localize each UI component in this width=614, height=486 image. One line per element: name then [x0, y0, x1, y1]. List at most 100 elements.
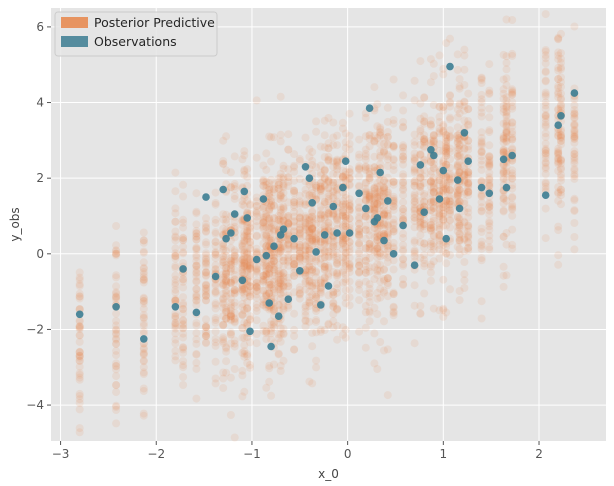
posterior-predictive-point: [274, 330, 283, 339]
observation-point: [329, 202, 338, 211]
posterior-predictive-point: [279, 204, 288, 213]
posterior-predictive-point: [219, 270, 228, 279]
posterior-predictive-point: [171, 263, 180, 272]
posterior-predictive-point: [265, 189, 274, 198]
posterior-predictive-point: [295, 156, 304, 165]
posterior-predictive-point: [455, 296, 464, 305]
observation-point: [339, 183, 347, 192]
posterior-predictive-point: [219, 246, 228, 255]
posterior-predictive-point: [284, 177, 293, 186]
posterior-predictive-point: [279, 202, 288, 211]
observation-point: [267, 342, 275, 351]
posterior-predictive-point: [301, 301, 310, 310]
posterior-predictive-point: [192, 329, 201, 338]
posterior-predictive-point: [290, 186, 299, 195]
posterior-predictive-point: [312, 117, 321, 126]
posterior-predictive-point: [243, 223, 252, 232]
posterior-predictive-point: [179, 361, 188, 370]
posterior-predictive-point: [265, 179, 274, 188]
posterior-predictive-point: [308, 265, 317, 274]
posterior-predictive-point: [75, 405, 84, 414]
posterior-predictive-point: [308, 254, 317, 263]
posterior-predictive-point: [508, 225, 517, 234]
posterior-predictive-point: [202, 315, 210, 324]
posterior-predictive-point: [301, 316, 310, 325]
posterior-predictive-point: [238, 265, 247, 274]
posterior-predictive-point: [308, 241, 317, 250]
posterior-predictive-point: [541, 178, 550, 187]
posterior-predictive-point: [230, 318, 239, 327]
posterior-predictive-point: [301, 255, 310, 264]
posterior-predictive-point: [179, 259, 188, 267]
posterior-predictive-point: [75, 352, 84, 360]
posterior-predictive-point: [276, 130, 285, 139]
posterior-predictive-point: [243, 165, 252, 174]
posterior-predictive-point: [541, 132, 550, 141]
observation-point: [230, 210, 239, 218]
observation-point: [259, 195, 268, 203]
posterior-predictive-point: [389, 161, 398, 170]
posterior-predictive-point: [259, 219, 268, 228]
observation-point: [246, 327, 254, 336]
posterior-predictive-point: [477, 198, 486, 207]
posterior-predictive-point: [265, 283, 274, 292]
posterior-predictive-point: [295, 256, 304, 265]
posterior-predictive-point: [240, 334, 249, 342]
posterior-predictive-point: [295, 289, 304, 298]
posterior-predictive-point: [252, 197, 261, 206]
posterior-predictive-point: [295, 253, 304, 261]
posterior-predictive-point: [171, 232, 180, 241]
posterior-predictive-point: [238, 255, 247, 264]
posterior-predictive-point: [267, 203, 276, 212]
posterior-predictive-point: [226, 309, 235, 318]
posterior-predictive-point: [308, 191, 317, 200]
posterior-predictive-point: [179, 345, 188, 354]
posterior-predictive-point: [252, 267, 261, 276]
posterior-predictive-point: [284, 257, 293, 266]
posterior-predictive-point: [312, 267, 321, 276]
posterior-predictive-point: [211, 341, 220, 350]
posterior-predictive-point: [222, 267, 231, 276]
observation-point: [460, 129, 469, 137]
posterior-predictive-point: [179, 242, 188, 251]
posterior-predictive-point: [230, 285, 239, 294]
posterior-predictive-point: [389, 290, 398, 298]
posterior-predictive-point: [139, 294, 148, 303]
posterior-predictive-point: [75, 356, 84, 365]
posterior-predictive-point: [75, 322, 84, 331]
posterior-predictive-point: [383, 274, 392, 283]
posterior-predictive-point: [301, 212, 310, 221]
posterior-predictive-point: [380, 317, 388, 326]
posterior-predictive-point: [308, 189, 317, 198]
posterior-predictive-point: [192, 226, 201, 235]
posterior-predictive-point: [308, 235, 317, 244]
posterior-predictive-point: [301, 265, 310, 274]
observation-point: [442, 234, 451, 243]
posterior-predictive-point: [252, 283, 261, 292]
posterior-predictive-point: [265, 262, 274, 271]
posterior-predictive-point: [345, 168, 354, 177]
posterior-predictive-point: [290, 167, 299, 176]
posterior-predictive-point: [270, 275, 278, 284]
posterior-predictive-point: [238, 310, 247, 319]
posterior-predictive-point: [75, 324, 84, 333]
posterior-predictive-point: [222, 303, 231, 312]
posterior-predictive-point: [211, 250, 220, 259]
posterior-predictive-point: [301, 231, 310, 240]
posterior-predictive-point: [230, 336, 239, 345]
posterior-predictive-point: [557, 156, 565, 165]
posterior-predictive-point: [570, 154, 579, 163]
posterior-predictive-point: [508, 49, 517, 58]
posterior-predictive-point: [320, 165, 329, 174]
posterior-predictive-point: [279, 181, 288, 190]
posterior-predictive-point: [435, 51, 444, 60]
posterior-predictive-point: [308, 148, 317, 156]
posterior-predictive-point: [202, 288, 210, 297]
posterior-predictive-point: [290, 260, 299, 269]
posterior-predictive-point: [246, 262, 254, 271]
posterior-predictive-point: [202, 223, 210, 231]
posterior-predictive-point: [112, 250, 121, 258]
posterior-predictive-point: [238, 267, 247, 276]
posterior-predictive-point: [226, 316, 235, 325]
posterior-predictive-point: [267, 320, 276, 329]
